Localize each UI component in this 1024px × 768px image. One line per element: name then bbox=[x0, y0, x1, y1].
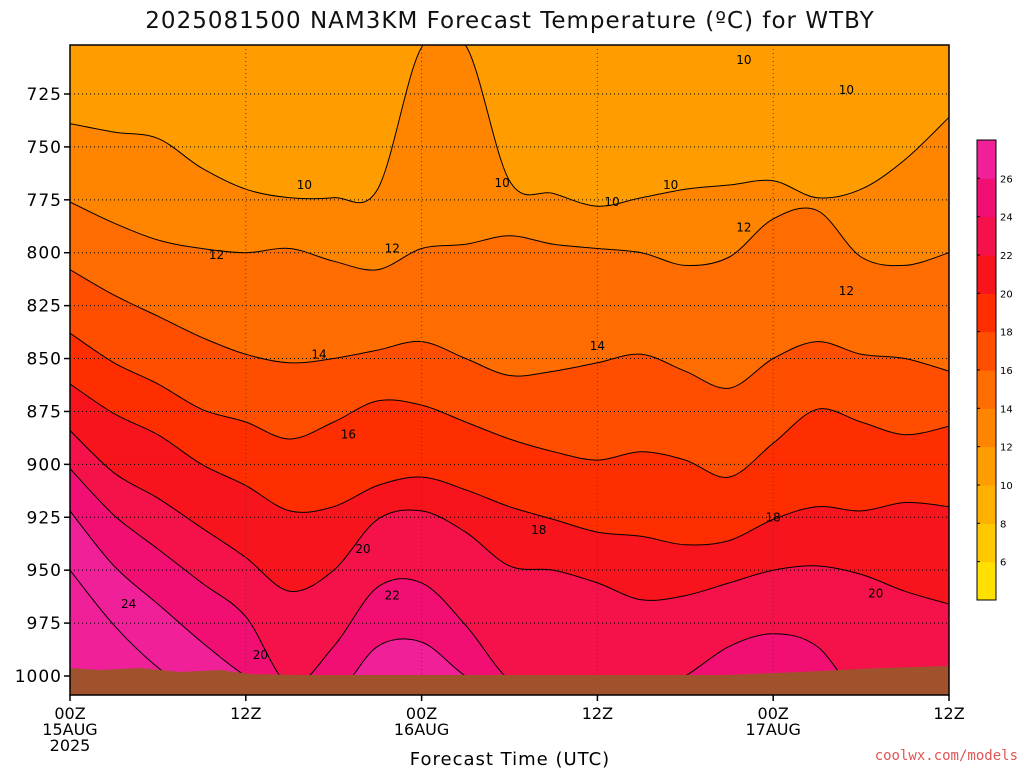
colorbar-tick-label: 14 bbox=[1000, 404, 1013, 415]
colorbar-segment bbox=[977, 561, 996, 601]
y-tick-label: 800 bbox=[27, 244, 62, 264]
colorbar-segment bbox=[977, 178, 996, 218]
colorbar-segment bbox=[977, 255, 996, 294]
x-tick-label: 16AUG bbox=[394, 720, 449, 739]
contour-label: 18 bbox=[531, 523, 546, 537]
contour-label: 12 bbox=[209, 248, 224, 262]
colorbar-tick-label: 12 bbox=[1000, 443, 1013, 454]
contour-label: 14 bbox=[311, 347, 326, 361]
contour-label: 12 bbox=[839, 284, 854, 298]
y-tick-label: 725 bbox=[27, 85, 62, 105]
colorbar-tick-label: 6 bbox=[1000, 558, 1006, 569]
y-tick-label: 825 bbox=[27, 297, 62, 317]
colorbar-tick-label: 18 bbox=[1000, 328, 1013, 339]
colorbar-segment bbox=[977, 293, 996, 333]
contour-label: 24 bbox=[121, 597, 136, 611]
y-tick-label: 975 bbox=[27, 614, 62, 634]
isotherm-10 bbox=[70, 45, 949, 207]
y-tick-label: 925 bbox=[27, 508, 62, 528]
x-tick-label: 2025 bbox=[50, 736, 91, 755]
x-tick-label: 12Z bbox=[582, 704, 613, 723]
isotherm-18 bbox=[70, 383, 949, 546]
colorbar-segment bbox=[977, 485, 996, 524]
contour-label: 10 bbox=[736, 53, 751, 67]
x-tick-label: 00Z bbox=[406, 704, 437, 723]
temperature-band-24 bbox=[70, 510, 503, 695]
colorbar-segment bbox=[977, 370, 996, 409]
contour-label: 12 bbox=[385, 241, 400, 255]
temperature-band-20 bbox=[70, 430, 949, 695]
contour-label: 10 bbox=[604, 195, 619, 209]
contour-label: 10 bbox=[663, 178, 678, 192]
colorbar-tick-label: 26 bbox=[1000, 174, 1013, 185]
colorbar-tick-label: 10 bbox=[1000, 481, 1013, 492]
y-tick-label: 875 bbox=[27, 402, 62, 422]
colorbar-segment bbox=[977, 216, 996, 256]
contour-label: 10 bbox=[297, 178, 312, 192]
colorbar-segment bbox=[977, 331, 996, 371]
chart-title: 2025081500 NAM3KM Forecast Temperature (… bbox=[145, 8, 874, 34]
y-tick-label: 900 bbox=[27, 455, 62, 475]
x-tick-label: 12Z bbox=[933, 704, 964, 723]
x-axis-label: Forecast Time (UTC) bbox=[410, 749, 610, 768]
colorbar-tick-label: 20 bbox=[1000, 289, 1013, 300]
contour-label: 10 bbox=[495, 176, 510, 190]
isotherm-16 bbox=[70, 332, 949, 478]
plot-frame bbox=[69, 44, 950, 696]
colorbar-segment bbox=[977, 408, 996, 448]
y-tick-label: 850 bbox=[27, 350, 62, 370]
contour-label: 16 bbox=[341, 428, 356, 442]
x-tick-label: 17AUG bbox=[745, 720, 800, 739]
contour-label: 14 bbox=[590, 339, 605, 353]
contour-label: 22 bbox=[385, 589, 400, 603]
contour-label: 20 bbox=[355, 542, 370, 556]
y-tick-label: 750 bbox=[27, 138, 62, 158]
isotherm-14 bbox=[70, 269, 949, 389]
isotherm-12 bbox=[70, 201, 949, 271]
temperature-band-26 bbox=[70, 570, 197, 695]
x-tick-label: 00Z bbox=[54, 704, 85, 723]
colorbar-segment bbox=[977, 140, 996, 179]
isotherm-24 bbox=[70, 510, 504, 695]
y-tick-label: 1000 bbox=[15, 667, 62, 687]
contour-label: 18 bbox=[766, 510, 781, 524]
colorbar-segment bbox=[977, 523, 996, 563]
x-tick-label: 12Z bbox=[230, 704, 261, 723]
ground-surface bbox=[70, 675, 949, 695]
x-tick-label: 00Z bbox=[758, 704, 789, 723]
colorbar-tick-label: 16 bbox=[1000, 366, 1013, 377]
contour-label: 20 bbox=[253, 648, 268, 662]
colorbar-tick-label: 22 bbox=[1000, 251, 1013, 262]
contour-label: 12 bbox=[736, 220, 751, 234]
colorbar-tick-label: 8 bbox=[1000, 519, 1006, 530]
ground-edge bbox=[70, 666, 949, 680]
isotherm-22 bbox=[70, 468, 859, 695]
credit-text: coolwx.com/models bbox=[875, 748, 1018, 764]
x-tick-label: 15AUG bbox=[42, 720, 97, 739]
colorbar-tick-label: 24 bbox=[1000, 213, 1013, 224]
contour-label: 10 bbox=[839, 83, 854, 97]
y-tick-label: 775 bbox=[27, 191, 62, 211]
contour-label: 20 bbox=[868, 586, 883, 600]
isotherm-20 bbox=[70, 430, 949, 605]
y-tick-label: 950 bbox=[27, 561, 62, 581]
colorbar-segment bbox=[977, 446, 996, 486]
